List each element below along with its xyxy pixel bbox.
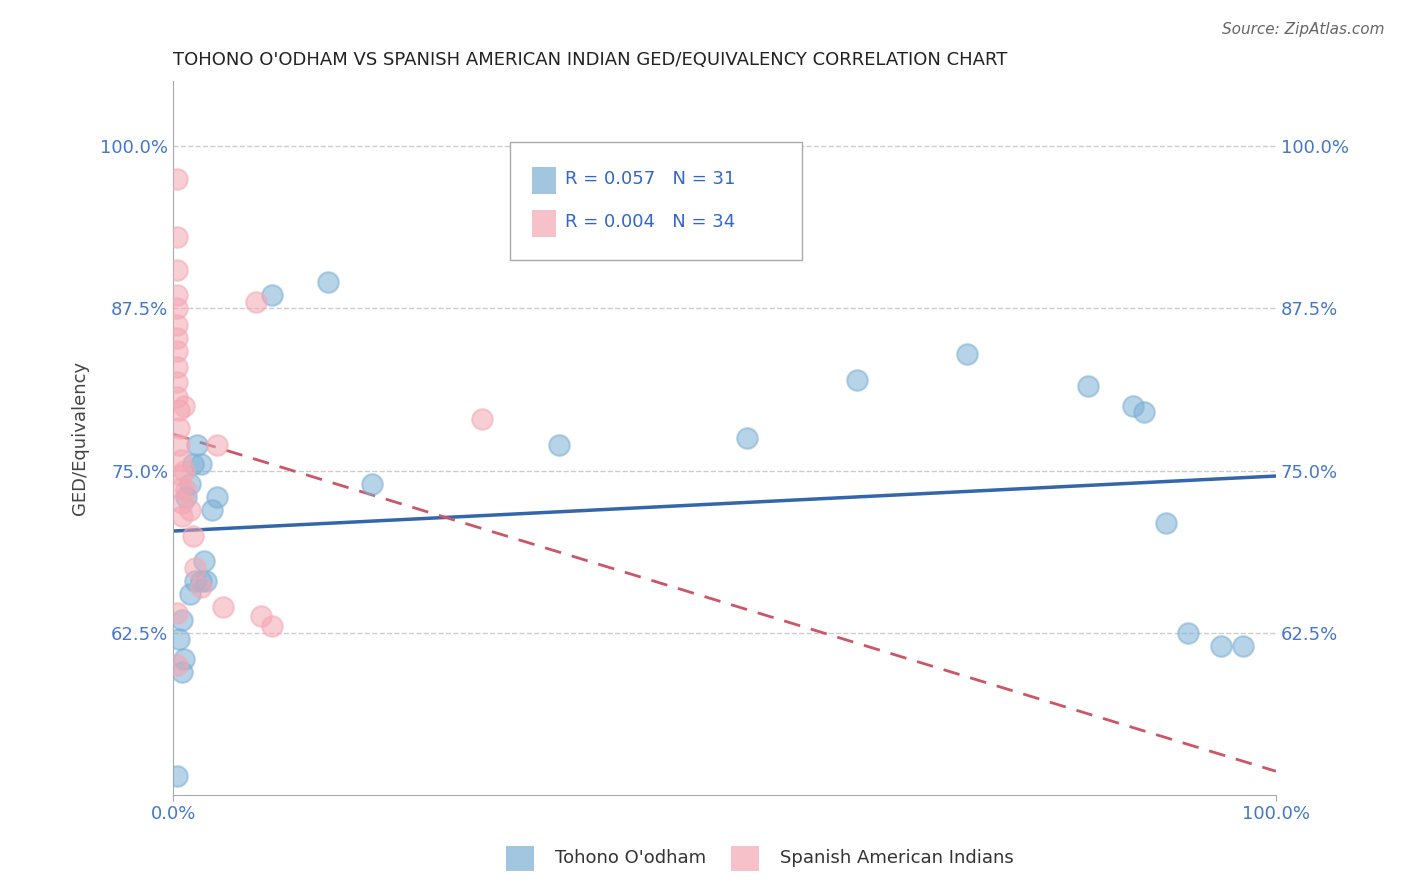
Point <box>167 402 190 417</box>
Point <box>845 373 868 387</box>
Point <box>170 481 193 495</box>
Point <box>179 502 201 516</box>
Point <box>184 574 207 588</box>
Point <box>1154 516 1177 530</box>
Point <box>193 554 215 568</box>
Point <box>173 652 195 666</box>
Point <box>1232 639 1254 653</box>
Point <box>166 171 188 186</box>
Point <box>170 453 193 467</box>
Text: R = 0.057   N = 31: R = 0.057 N = 31 <box>565 170 735 188</box>
Point <box>166 288 188 302</box>
Point <box>176 490 198 504</box>
Point <box>471 411 494 425</box>
Point <box>166 230 188 244</box>
Text: TOHONO O'ODHAM VS SPANISH AMERICAN INDIAN GED/EQUIVALENCY CORRELATION CHART: TOHONO O'ODHAM VS SPANISH AMERICAN INDIA… <box>173 51 1008 69</box>
Point <box>166 607 188 621</box>
Text: Source: ZipAtlas.com: Source: ZipAtlas.com <box>1222 22 1385 37</box>
Point <box>1122 399 1144 413</box>
Point <box>207 438 229 452</box>
Point <box>170 613 193 627</box>
Text: Spanish American Indians: Spanish American Indians <box>780 849 1014 867</box>
FancyBboxPatch shape <box>531 210 555 237</box>
Point <box>166 318 188 333</box>
Point <box>195 574 218 588</box>
Point <box>184 561 207 575</box>
Point <box>166 359 188 374</box>
FancyBboxPatch shape <box>509 142 801 260</box>
Point <box>190 574 212 588</box>
Y-axis label: GED/Equivalency: GED/Equivalency <box>72 361 89 516</box>
Point <box>190 581 212 595</box>
Point <box>170 467 193 482</box>
Point <box>250 609 273 624</box>
Point <box>166 301 188 316</box>
Point <box>167 632 190 647</box>
Point <box>166 769 188 783</box>
Point <box>166 262 188 277</box>
Point <box>167 438 190 452</box>
Point <box>1132 405 1154 419</box>
Point <box>186 438 208 452</box>
Point <box>176 483 198 497</box>
Point <box>360 476 382 491</box>
Point <box>170 509 193 524</box>
Point <box>1177 625 1199 640</box>
Point <box>179 476 201 491</box>
Point <box>166 344 188 359</box>
Point <box>735 431 758 445</box>
Point <box>211 599 233 614</box>
Point <box>181 457 204 471</box>
Point <box>166 331 188 345</box>
Point <box>207 490 229 504</box>
Point <box>166 376 188 390</box>
Point <box>201 502 224 516</box>
Point <box>170 665 193 679</box>
Point <box>245 295 267 310</box>
Point <box>190 457 212 471</box>
Point <box>166 390 188 404</box>
Point <box>956 347 979 361</box>
Point <box>166 658 188 673</box>
Point <box>1209 639 1232 653</box>
Point <box>181 528 204 542</box>
Text: R = 0.004   N = 34: R = 0.004 N = 34 <box>565 213 735 231</box>
Point <box>548 438 571 452</box>
Text: Tohono O'odham: Tohono O'odham <box>555 849 706 867</box>
Point <box>170 496 193 510</box>
Point <box>179 587 201 601</box>
FancyBboxPatch shape <box>531 167 555 194</box>
Point <box>167 421 190 435</box>
Point <box>316 276 339 290</box>
Point <box>173 399 195 413</box>
Point <box>262 288 284 302</box>
Point <box>262 619 284 633</box>
Point <box>173 464 195 478</box>
Point <box>1077 379 1099 393</box>
